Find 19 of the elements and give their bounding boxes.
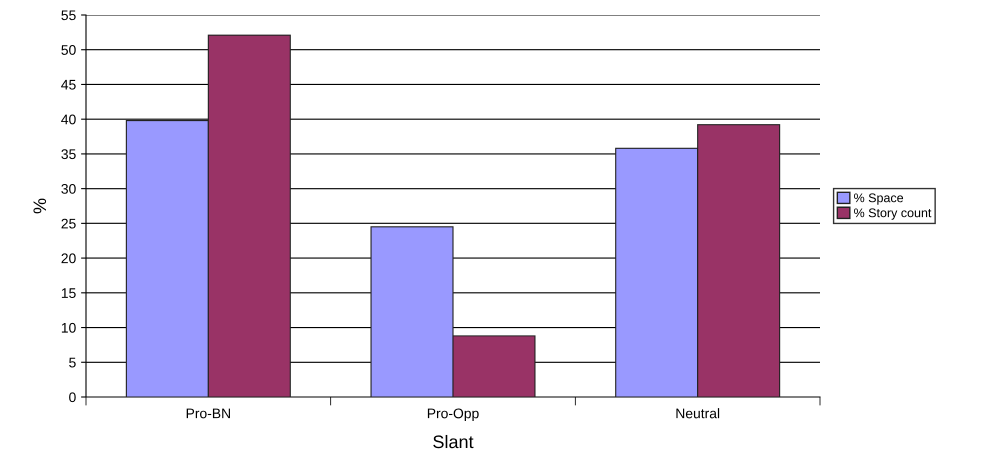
y-tick-label: 25 xyxy=(62,218,76,229)
x-tick-label: Pro-Opp xyxy=(428,408,479,422)
y-tick-label: 10 xyxy=(62,322,76,333)
y-axis-title: % xyxy=(33,198,46,214)
y-tick-label: 40 xyxy=(61,114,76,124)
y-tick-label: 20 xyxy=(62,253,76,264)
x-tick-label: Pro-BN xyxy=(186,408,230,418)
y-tick-label: 5 xyxy=(69,358,76,368)
legend-label: % Story count xyxy=(854,208,932,220)
y-tick-label: 15 xyxy=(62,288,76,298)
x-tick-label: Neutral xyxy=(676,408,720,418)
y-tick-label: 35 xyxy=(61,149,76,160)
legend-label: % Space xyxy=(854,193,904,205)
y-tick-label: 55 xyxy=(61,10,76,20)
y-tick-label: 0 xyxy=(69,392,76,402)
y-tick-label: 30 xyxy=(61,184,76,194)
y-tick-label: 45 xyxy=(61,80,76,90)
y-tick-label: 50 xyxy=(61,45,76,55)
x-axis-title: Slant xyxy=(433,434,474,448)
